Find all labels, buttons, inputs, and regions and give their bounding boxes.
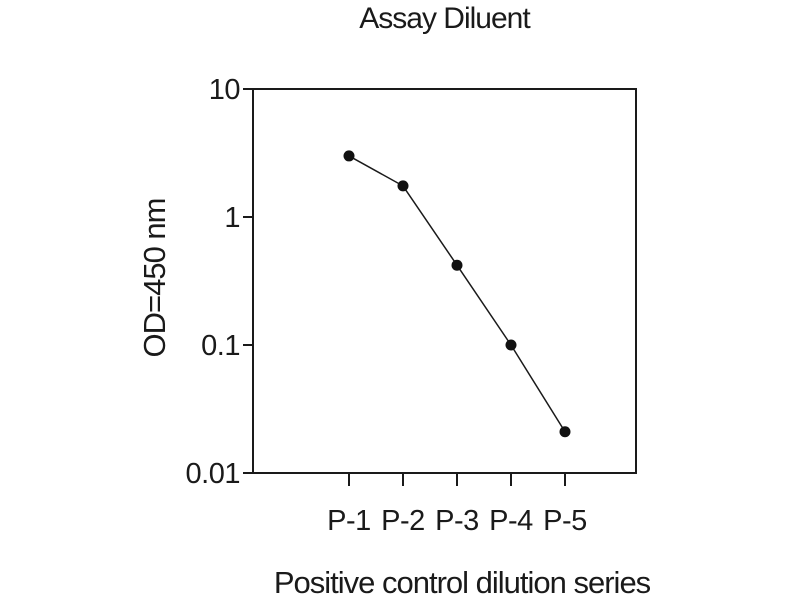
y-tick-label: 10 <box>209 74 240 106</box>
x-tick-label: P-3 <box>435 505 479 537</box>
chart-title: Assay Diluent <box>359 2 530 35</box>
data-point <box>505 339 517 351</box>
data-point <box>397 180 409 192</box>
data-point <box>559 426 571 438</box>
series-line <box>348 155 566 433</box>
data-point <box>343 150 355 162</box>
y-tick-label: 0.1 <box>201 330 240 362</box>
plot-frame <box>252 88 637 474</box>
x-tick-label: P-2 <box>381 505 425 537</box>
data-point <box>451 259 463 271</box>
x-axis-title: Positive control dilution series <box>273 565 651 600</box>
y-axis-title: OD=450 nm <box>137 198 172 358</box>
x-tick-label: P-5 <box>543 505 587 537</box>
x-tick-label: P-4 <box>489 505 533 537</box>
y-tick-label: 0.01 <box>186 458 240 490</box>
x-tick-label: P-1 <box>327 505 371 537</box>
y-tick-label: 1 <box>224 202 240 234</box>
